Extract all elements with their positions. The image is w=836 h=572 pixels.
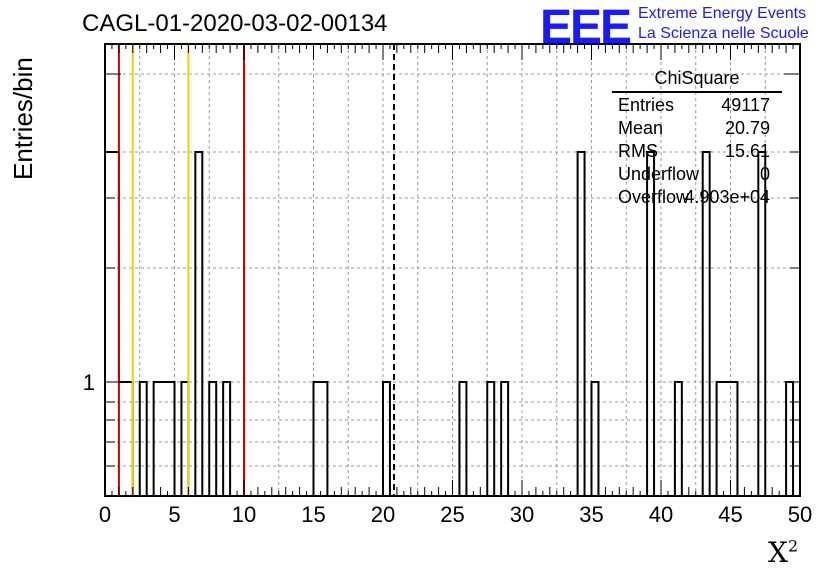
stats-row: Overflow 4.903e+04 — [612, 187, 782, 210]
axes: 0 5 10 15 20 25 30 35 40 45 50 1 — [83, 43, 812, 527]
grid — [105, 44, 800, 496]
stats-value: 20.79 — [724, 118, 770, 138]
stats-box: ChiSquare Entries 49117 Mean 20.79 RMS 15.6… — [612, 68, 782, 210]
chart-title: CAGL-01-2020-03-02-00134 — [82, 10, 388, 37]
y-tick-label: 1 — [83, 370, 95, 395]
x-tick-label: 5 — [168, 502, 180, 527]
x-tick-label: 10 — [232, 502, 256, 527]
stats-row: RMS 15.61 — [612, 141, 782, 164]
stats-row: Mean 20.79 — [612, 118, 782, 141]
y-axis-label: Entries/bin — [8, 57, 38, 180]
x-tick-label: 45 — [718, 502, 742, 527]
x-tick-label: 20 — [371, 502, 395, 527]
eee-logo: EEE — [540, 1, 632, 54]
x-tick-label: 30 — [510, 502, 534, 527]
x-axis-label-sup: 2 — [787, 536, 799, 556]
stats-key: RMS — [618, 141, 658, 161]
stats-value: 49117 — [721, 95, 770, 115]
x-tick-label: 35 — [579, 502, 603, 527]
stats-key: Underflow — [618, 164, 700, 184]
x-tick-label: 25 — [440, 502, 464, 527]
marker-lines — [117, 44, 395, 496]
stats-key: Overflow — [618, 187, 690, 207]
stats-value: 4.903e+04 — [684, 187, 770, 207]
eee-logo-text: Extreme Energy Events La Scienza nelle S… — [638, 4, 809, 44]
logo-line-2: La Scienza nelle Scuole — [638, 25, 809, 42]
x-axis-label-text: X — [768, 536, 788, 569]
stats-title: ChiSquare — [612, 68, 782, 93]
stats-key: Entries — [618, 95, 675, 115]
stats-key: Mean — [618, 118, 664, 138]
x-axis-label: X2 — [768, 536, 798, 569]
x-tick-label: 15 — [301, 502, 325, 527]
stats-value: 15.61 — [724, 141, 770, 161]
x-tick-label: 0 — [99, 502, 111, 527]
x-tick-label: 40 — [649, 502, 673, 527]
logo-line-1: Extreme Energy Events — [638, 5, 807, 22]
stats-value: 0 — [759, 164, 770, 184]
stats-row: Entries 49117 — [612, 95, 782, 118]
stats-row: Underflow 0 — [612, 164, 782, 187]
x-tick-label: 50 — [788, 502, 812, 527]
